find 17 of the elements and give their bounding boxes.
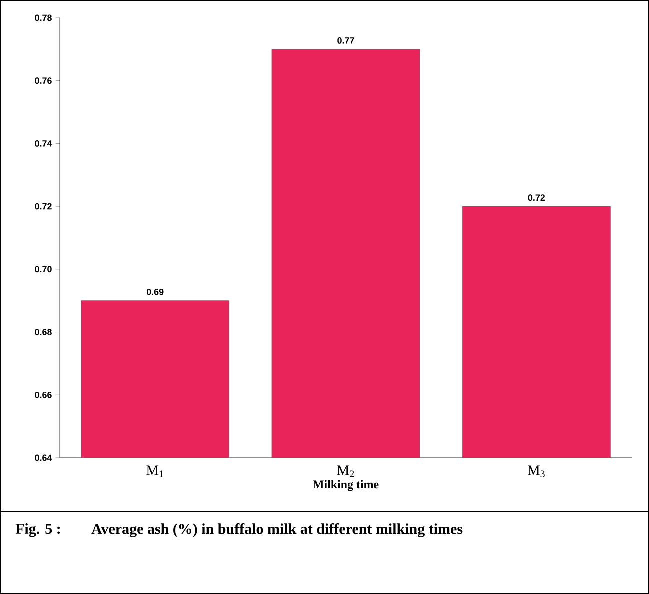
x-axis-title: Milking time xyxy=(313,480,379,492)
data-label: 0.72 xyxy=(528,194,546,202)
y-tick-label: 0.74 xyxy=(35,140,52,147)
x-tick-label: M$_{2}$ xyxy=(337,466,354,478)
y-tick-label: 0.66 xyxy=(35,392,52,398)
y-tick-label: 0.78 xyxy=(35,14,52,22)
x-tick-label: M$_{3}$ xyxy=(528,466,545,478)
y-tick-label: 0.64 xyxy=(35,454,52,462)
x-tick-label: M$_{1}$ xyxy=(146,466,164,478)
text: Average ash (%) in buffalo milk at different milking times xyxy=(92,524,463,538)
y-tick-label: 0.68 xyxy=(35,329,52,336)
y-tick-label: 0.76 xyxy=(35,78,52,84)
y-tick-label: 0.72 xyxy=(35,203,52,210)
data-label: 0.77 xyxy=(338,38,354,44)
y-tick-label: 0.70 xyxy=(35,266,52,273)
caption: Fig. 5 : xyxy=(16,524,60,538)
data-label: 0.69 xyxy=(146,288,164,296)
